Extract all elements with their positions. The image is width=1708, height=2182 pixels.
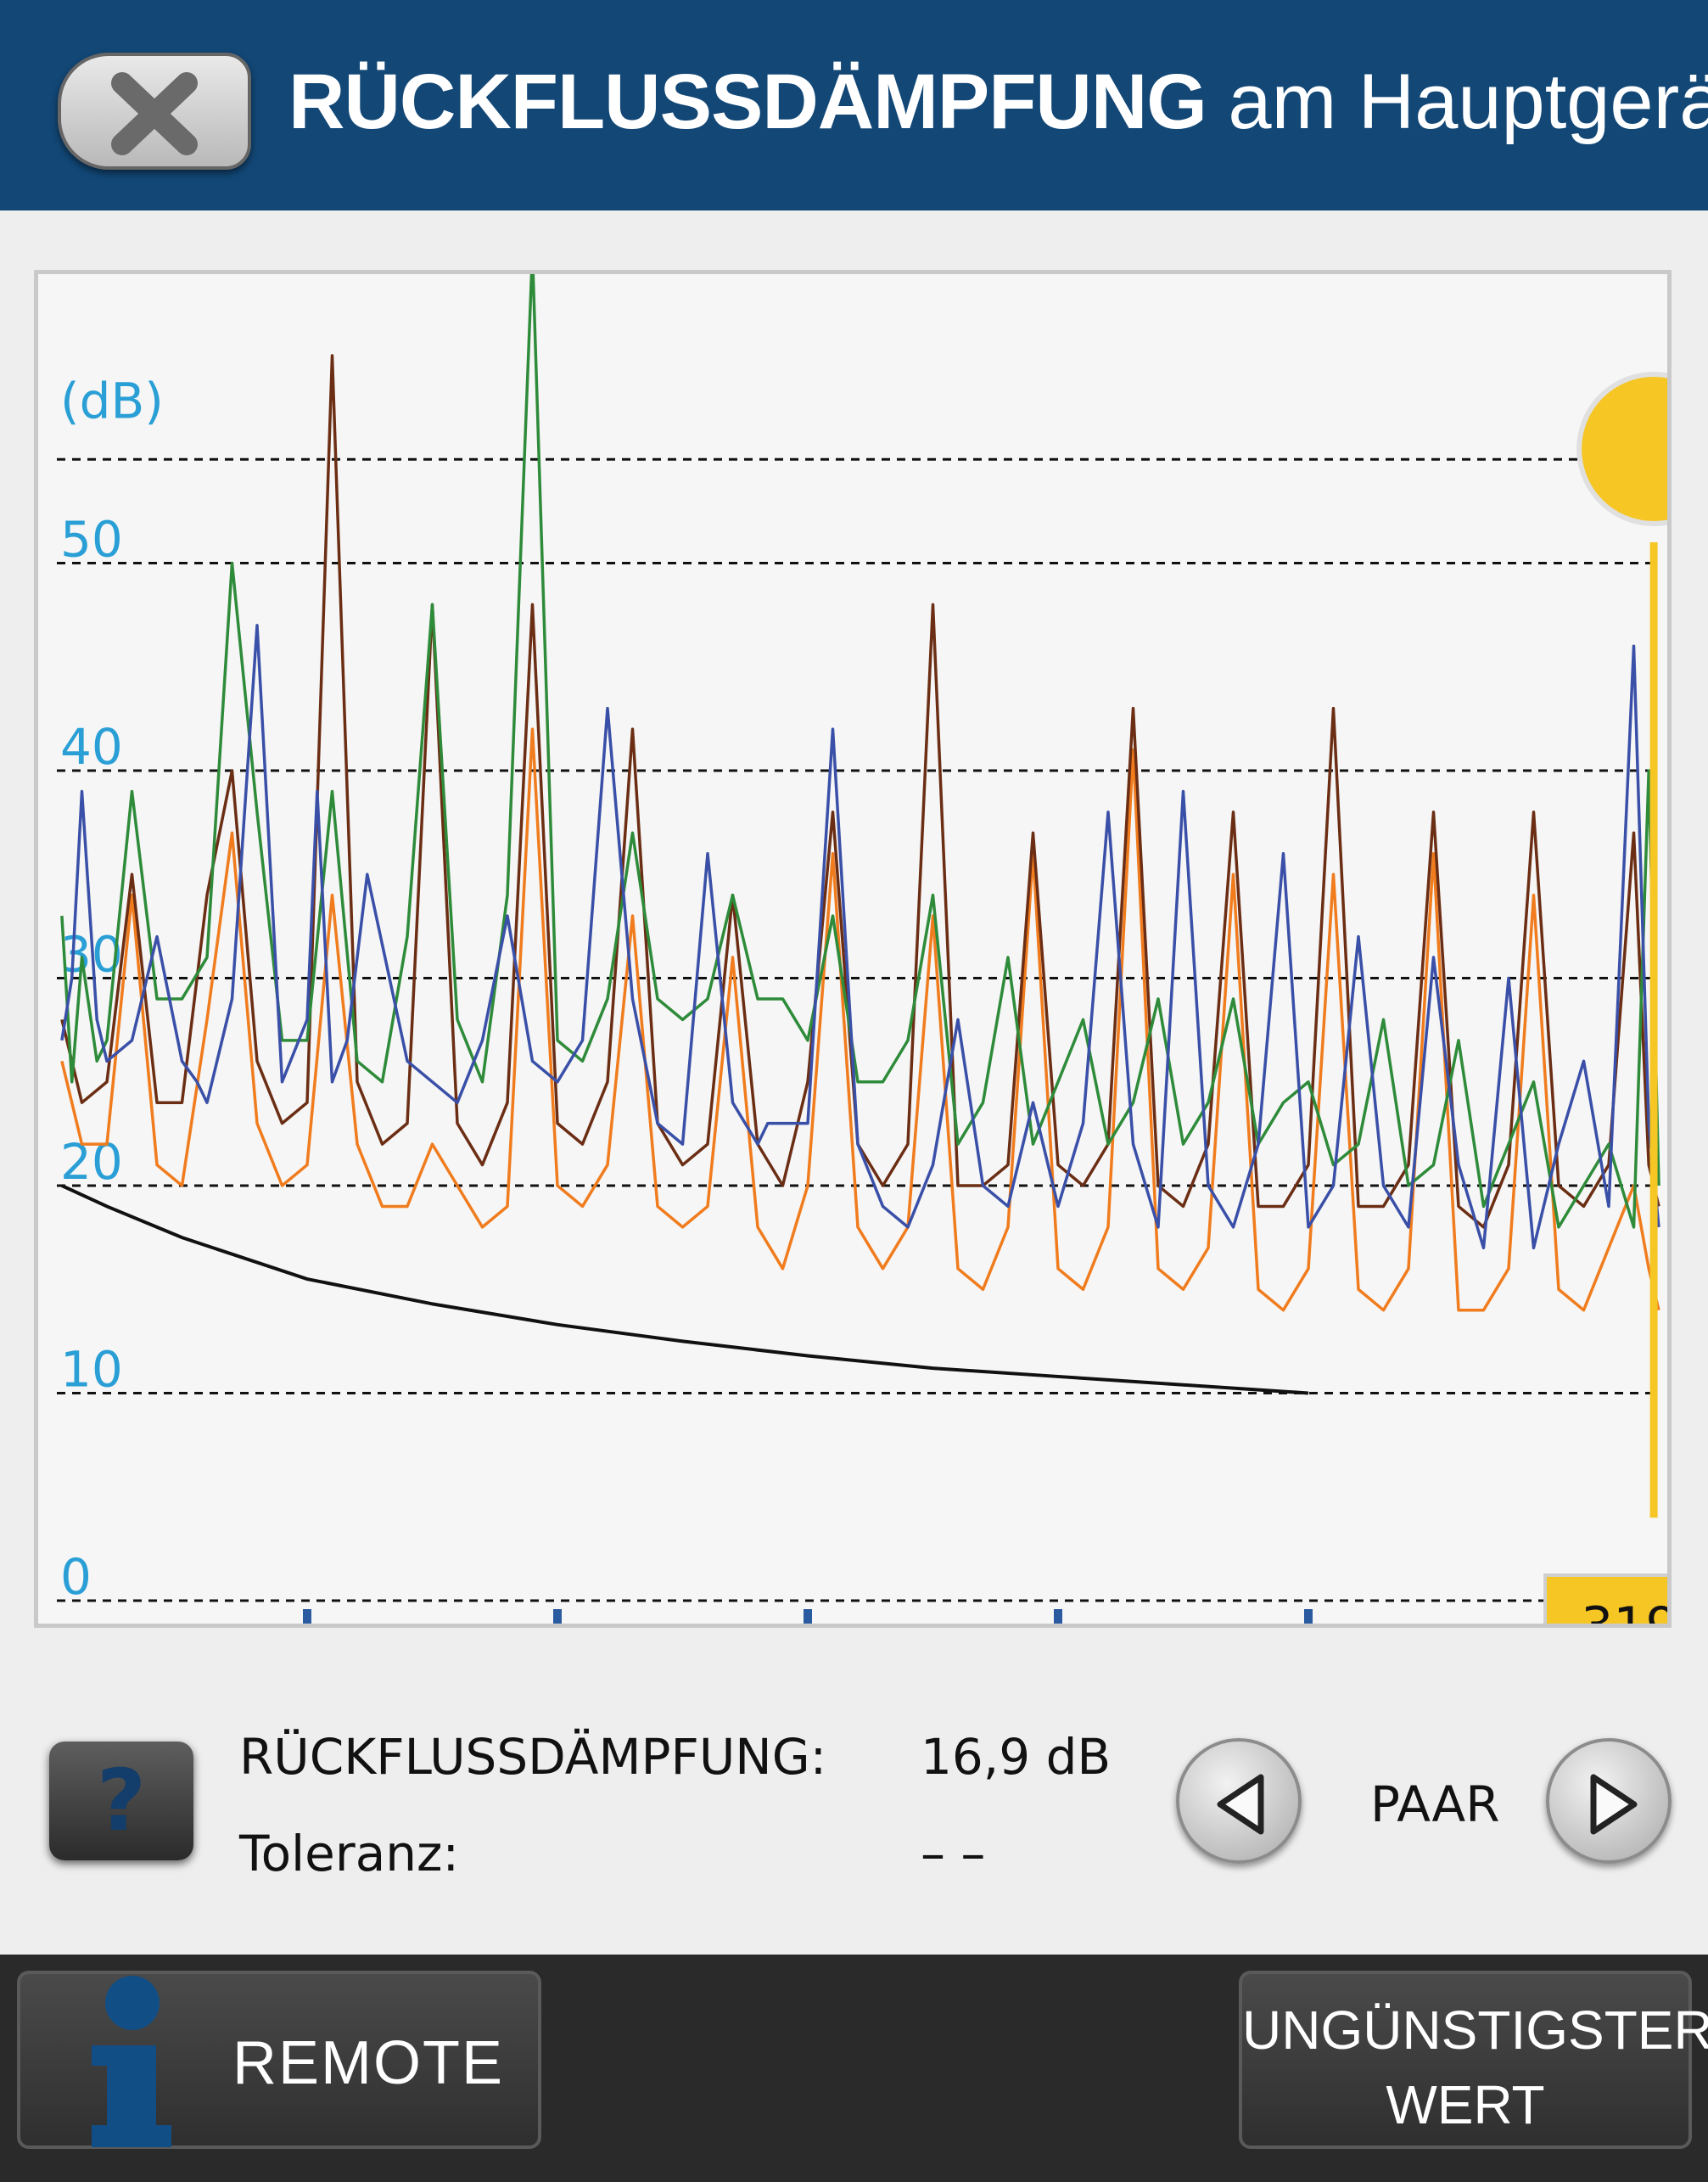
y-tick-label-40: 40 <box>60 718 123 776</box>
pair-next-button[interactable] <box>1546 1738 1672 1864</box>
pair-label: PAAR <box>1370 1775 1500 1833</box>
return-loss-label: RÜCKFLUSSDÄMPFUNG: <box>239 1728 827 1786</box>
y-tick-label-50: 50 <box>60 511 123 569</box>
return-loss-value: 16,9 dB <box>921 1728 1112 1786</box>
x-tick-50 <box>303 1609 311 1624</box>
chevron-right-icon <box>1590 1774 1638 1835</box>
remote-button[interactable]: REMOTE <box>17 1971 541 2149</box>
page-title: RÜCKFLUSSDÄMPFUNG am Hauptgerät <box>288 34 1708 170</box>
close-icon <box>111 72 198 155</box>
x-tick-250 <box>1304 1609 1313 1624</box>
worst-value-label: UNGÜNSTIGSTER WERT <box>1242 1993 1708 2142</box>
remote-label: REMOTE <box>232 2029 505 2097</box>
series-line-blue <box>60 624 1660 1250</box>
title-sub: am Hauptgerät <box>1228 59 1708 145</box>
y-tick-label-10: 10 <box>60 1341 123 1399</box>
y-axis-label: (dB) <box>60 372 164 429</box>
series-line-green <box>60 274 1660 1229</box>
y-tick-label-0: 0 <box>60 1548 92 1606</box>
worst-value-line1: UNGÜNSTIGSTER <box>1242 2000 1708 2061</box>
limit-line <box>61 1184 1309 1395</box>
chart-svg: 01020304050(dB)50100150200250300(MHz)319… <box>57 274 1667 1624</box>
help-button[interactable]: ? <box>49 1742 193 1860</box>
series-line-orange <box>60 727 1660 1312</box>
x-tick-150 <box>804 1609 812 1624</box>
close-button[interactable] <box>58 53 251 170</box>
worst-value-button[interactable]: UNGÜNSTIGSTER WERT <box>1239 1971 1708 2149</box>
series-line-brown <box>60 354 1660 1229</box>
tolerance-label: Toleranz: <box>239 1825 459 1882</box>
x-tick-200 <box>1054 1609 1062 1624</box>
worst-value-line2: WERT <box>1386 2074 1545 2135</box>
cursor-handle <box>1576 372 1667 526</box>
title-main: RÜCKFLUSSDÄMPFUNG <box>288 59 1207 145</box>
cursor-readout-box <box>1543 1573 1667 1624</box>
cursor-readout: 319,0 <box>1581 1596 1667 1624</box>
chevron-left-icon <box>1217 1774 1264 1835</box>
title-bar: RÜCKFLUSSDÄMPFUNG am Hauptgerät <box>0 0 1708 210</box>
info-icon <box>92 1976 171 2147</box>
tolerance-value: – – <box>921 1825 986 1882</box>
y-tick-label-20: 20 <box>60 1133 123 1191</box>
return-loss-chart: 01020304050(dB)50100150200250300(MHz)319… <box>34 270 1672 1628</box>
pair-prev-button[interactable] <box>1176 1738 1302 1864</box>
x-tick-100 <box>553 1609 562 1624</box>
